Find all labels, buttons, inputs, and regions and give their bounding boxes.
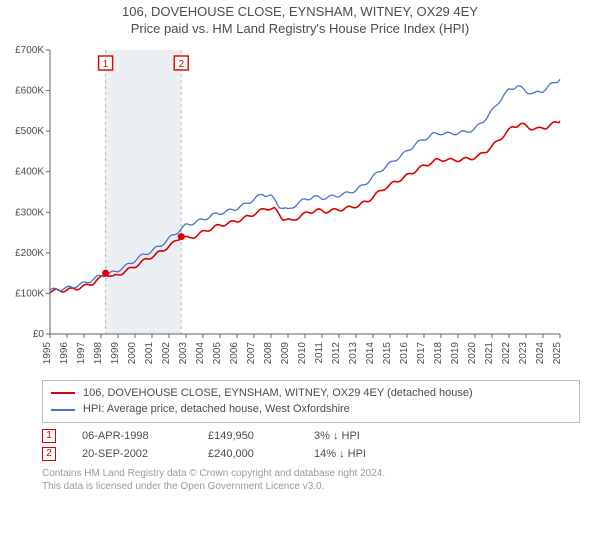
svg-text:£0: £0 — [33, 329, 45, 340]
legend-row-price-paid: 106, DOVEHOUSE CLOSE, EYNSHAM, WITNEY, O… — [51, 385, 571, 402]
footer-attribution: Contains HM Land Registry data © Crown c… — [42, 467, 580, 493]
transaction-marker-icon: 2 — [42, 447, 56, 461]
svg-text:1: 1 — [103, 59, 109, 70]
svg-text:£200K: £200K — [15, 248, 44, 259]
legend-label: HPI: Average price, detached house, West… — [83, 401, 350, 418]
svg-text:£400K: £400K — [15, 166, 44, 177]
svg-text:2017: 2017 — [416, 341, 427, 364]
svg-text:1998: 1998 — [93, 341, 104, 364]
transaction-row: 1 06-APR-1998 £149,950 3% ↓ HPI — [42, 427, 580, 445]
legend-swatch — [51, 392, 75, 394]
title-line-2: Price paid vs. HM Land Registry's House … — [0, 21, 600, 38]
chart-title-block: 106, DOVEHOUSE CLOSE, EYNSHAM, WITNEY, O… — [0, 0, 600, 40]
svg-text:2012: 2012 — [331, 341, 342, 364]
transaction-delta: 3% ↓ HPI — [314, 430, 404, 442]
chart-container: £0 £100K £200K £300K £400K £500K £600K £700K 199… — [8, 44, 592, 374]
svg-text:1999: 1999 — [110, 341, 121, 364]
svg-text:2000: 2000 — [127, 341, 138, 364]
svg-text:2001: 2001 — [144, 341, 155, 364]
svg-text:1995: 1995 — [42, 341, 53, 364]
svg-text:£700K: £700K — [15, 45, 44, 56]
price-chart: £0 £100K £200K £300K £400K £500K £600K £700K 199… — [8, 44, 568, 374]
svg-text:2019: 2019 — [450, 341, 461, 364]
svg-text:2007: 2007 — [246, 341, 257, 364]
svg-text:2014: 2014 — [365, 341, 376, 364]
svg-text:1996: 1996 — [59, 341, 70, 364]
svg-text:2008: 2008 — [263, 341, 274, 364]
footer-line-1: Contains HM Land Registry data © Crown c… — [42, 467, 580, 480]
legend-swatch — [51, 409, 75, 411]
svg-text:1997: 1997 — [76, 341, 87, 364]
transaction-price: £149,950 — [208, 430, 288, 442]
svg-text:2023: 2023 — [518, 341, 529, 364]
svg-text:2004: 2004 — [195, 341, 206, 364]
transaction-row: 2 20-SEP-2002 £240,000 14% ↓ HPI — [42, 445, 580, 463]
transaction-date: 06-APR-1998 — [82, 430, 182, 442]
svg-text:2011: 2011 — [314, 341, 325, 363]
legend-label: 106, DOVEHOUSE CLOSE, EYNSHAM, WITNEY, O… — [83, 385, 473, 402]
svg-text:2018: 2018 — [433, 341, 444, 364]
svg-text:2021: 2021 — [484, 341, 495, 364]
svg-text:2013: 2013 — [348, 341, 359, 364]
svg-text:2020: 2020 — [467, 341, 478, 364]
svg-text:2006: 2006 — [229, 341, 240, 364]
transaction-delta: 14% ↓ HPI — [314, 448, 404, 460]
svg-text:2009: 2009 — [280, 341, 291, 364]
svg-text:£600K: £600K — [15, 85, 44, 96]
svg-text:2025: 2025 — [552, 341, 563, 364]
svg-text:£100K: £100K — [15, 288, 44, 299]
transactions-table: 1 06-APR-1998 £149,950 3% ↓ HPI 2 20-SEP… — [42, 427, 580, 463]
legend-box: 106, DOVEHOUSE CLOSE, EYNSHAM, WITNEY, O… — [42, 380, 580, 423]
svg-text:2022: 2022 — [501, 341, 512, 364]
title-line-1: 106, DOVEHOUSE CLOSE, EYNSHAM, WITNEY, O… — [0, 4, 600, 21]
svg-text:2015: 2015 — [382, 341, 393, 364]
legend-row-hpi: HPI: Average price, detached house, West… — [51, 401, 571, 418]
svg-text:2: 2 — [178, 59, 184, 70]
transaction-date: 20-SEP-2002 — [82, 448, 182, 460]
svg-text:2016: 2016 — [399, 341, 410, 364]
svg-text:£500K: £500K — [15, 126, 44, 137]
svg-text:2003: 2003 — [178, 341, 189, 364]
svg-text:2010: 2010 — [297, 341, 308, 364]
transaction-price: £240,000 — [208, 448, 288, 460]
transaction-marker-icon: 1 — [42, 429, 56, 443]
svg-text:£300K: £300K — [15, 207, 44, 218]
svg-text:2005: 2005 — [212, 341, 223, 364]
footer-line-2: This data is licensed under the Open Gov… — [42, 480, 580, 493]
svg-text:2002: 2002 — [161, 341, 172, 364]
svg-text:2024: 2024 — [535, 341, 546, 364]
